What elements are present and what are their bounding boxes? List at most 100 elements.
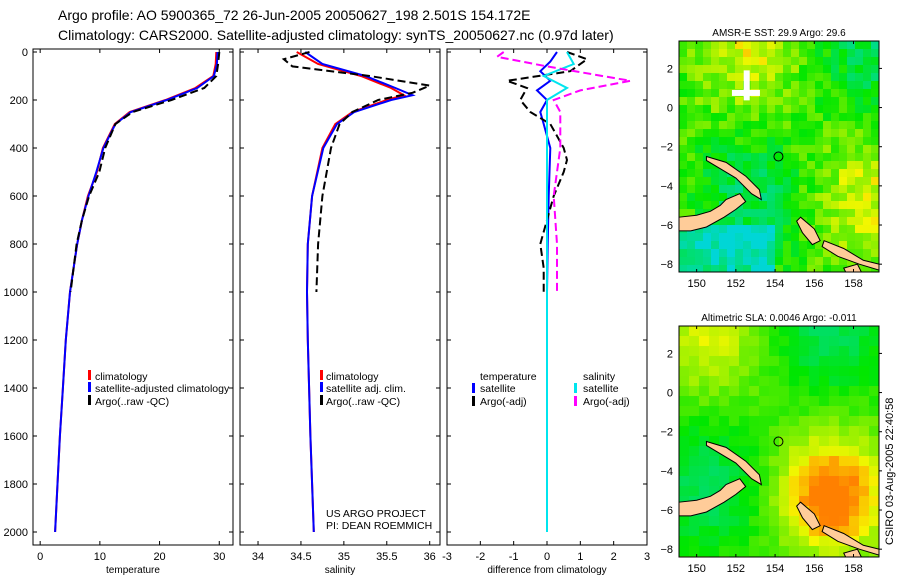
axes-box — [239, 48, 441, 546]
legend-swatch-climatology — [88, 370, 91, 380]
series-line-salinity-satellite — [541, 51, 576, 532]
legend-swatch-climatology — [320, 370, 323, 380]
legend-swatch-temp-argo — [472, 396, 475, 406]
x-tick-label: 158 — [844, 278, 862, 290]
x-axis-label: salinity — [325, 565, 356, 576]
land-polygon — [678, 193, 747, 232]
x-tick-label: 156 — [805, 563, 823, 575]
x-tick-label: 20 — [153, 551, 165, 563]
series-line-satellite-adj-clim- — [304, 51, 416, 533]
series-line-argo-raw-qc- — [281, 51, 434, 293]
x-tick-label: 35.5 — [376, 551, 397, 563]
y-tick-label: 2000 — [4, 527, 28, 539]
x-tick-label: 34.5 — [290, 551, 311, 563]
x-tick-label: 35 — [338, 551, 350, 563]
axes-box — [32, 48, 234, 546]
y-tick-label: 600 — [10, 191, 28, 203]
x-tick-label: 158 — [844, 563, 862, 575]
y-tick-label: −8 — [660, 544, 673, 556]
missing-data — [731, 89, 760, 96]
x-tick-label: 154 — [766, 563, 784, 575]
y-tick-label: 1600 — [4, 431, 28, 443]
land-polygon — [796, 216, 821, 246]
temperature-legend: climatology satellite-adjusted climatolo… — [88, 370, 230, 408]
legend-swatch-argo — [320, 395, 323, 405]
land-polygon — [705, 155, 763, 201]
y-tick-label: 1000 — [4, 287, 28, 299]
y-tick-label: 200 — [10, 95, 28, 107]
x-tick-label: 154 — [766, 278, 784, 290]
land-polygon — [796, 501, 821, 531]
series-line-climatology — [54, 51, 218, 533]
temperature-panel: 0 10 20 30 0 200 400 600 800 1000 1200 1400 1600 1800… — [4, 47, 234, 576]
legend-label: satellite — [583, 383, 619, 395]
map-frame — [678, 40, 880, 273]
legend-label: satellite — [480, 383, 516, 395]
land-polygons — [678, 440, 880, 558]
heatmap-field — [679, 41, 879, 272]
float-position-marker — [773, 151, 784, 162]
y-tick-label: 0 — [667, 388, 673, 400]
y-tick-label: −6 — [660, 505, 673, 517]
land-polygon — [678, 478, 747, 517]
legend-swatch-temp-satellite — [472, 383, 475, 393]
map-title: AMSR-E SST: 29.9 Argo: 29.6 — [712, 28, 846, 39]
y-tick-label: 2 — [667, 348, 673, 360]
y-tick-label: 2 — [667, 63, 673, 75]
legend-label: Argo(-adj) — [583, 396, 630, 408]
legend-label: satellite adj. clim. — [326, 383, 406, 395]
y-tick-label: 1200 — [4, 335, 28, 347]
legend-swatch-argo — [88, 395, 91, 405]
salinity-legend: climatology satellite adj. clim. Argo(..… — [320, 370, 406, 408]
x-tick-label: -3 — [442, 551, 452, 563]
y-tick-label: −2 — [660, 142, 673, 154]
x-tick-label: 36 — [424, 551, 436, 563]
y-tick-label: −2 — [660, 427, 673, 439]
sst-map: AMSR-E SST: 29.9 Argo: 29.6 150 152 154 156 1… — [660, 28, 882, 290]
x-tick-label: 30 — [213, 551, 225, 563]
x-tick-label: 150 — [687, 278, 705, 290]
series-line-climatology — [296, 51, 407, 533]
x-tick-label: 152 — [727, 278, 745, 290]
salinity-panel: 34 34.5 35 35.5 36 salinity — [239, 48, 441, 576]
title-line-2: Climatology: CARS2000. Satellite-adjuste… — [58, 27, 614, 43]
legend-label: Argo(-adj) — [480, 396, 527, 408]
x-axis-label: temperature — [106, 565, 160, 576]
x-tick-label: 10 — [94, 551, 106, 563]
map-title: Altimetric SLA: 0.0046 Argo: -0.011 — [701, 313, 857, 324]
series-line-satellite-adjusted-climatology — [54, 51, 219, 533]
legend-label: climatology — [95, 371, 148, 383]
difference-legend: temperature satellite Argo(-adj) salinit… — [472, 371, 630, 408]
x-tick-label: 2 — [611, 551, 617, 563]
y-tick-label: 400 — [10, 143, 28, 155]
series-line-argo-raw-qc- — [69, 51, 221, 293]
legend-label: Argo(..raw -QC) — [326, 396, 400, 408]
missing-data — [743, 70, 750, 101]
x-tick-label: 156 — [805, 278, 823, 290]
x-tick-label: 1 — [577, 551, 583, 563]
legend-title-salinity: salinity — [583, 371, 616, 383]
x-tick-label: -2 — [475, 551, 485, 563]
legend-title-temperature: temperature — [480, 371, 537, 383]
x-axis-label: difference from climatology — [487, 565, 606, 576]
float-position-marker — [773, 436, 784, 447]
title-line-1: Argo profile: AO 5900365_72 26-Jun-2005 … — [58, 7, 531, 23]
x-tick-label: 3 — [644, 551, 650, 563]
legend-label: climatology — [326, 371, 379, 383]
map-frame — [678, 325, 880, 558]
y-tick-label: −6 — [660, 220, 673, 232]
y-tick-label: 1400 — [4, 383, 28, 395]
x-tick-label: -1 — [509, 551, 519, 563]
series-line-salinity-argo-adj- — [494, 51, 631, 292]
x-tick-label: 34 — [252, 551, 264, 563]
x-tick-label: 0 — [37, 551, 43, 563]
difference-panel: -3 -2 -1 0 1 2 3 difference from climatology — [442, 48, 650, 576]
y-tick-label: 1800 — [4, 479, 28, 491]
project-note-1: US ARGO PROJECT — [326, 508, 426, 520]
legend-label: Argo(..raw -QC) — [95, 396, 169, 408]
legend-swatch-satellite — [320, 382, 323, 392]
y-tick-label: 0 — [22, 47, 28, 59]
x-tick-label: 150 — [687, 563, 705, 575]
legend-swatch-sal-argo — [574, 396, 577, 406]
